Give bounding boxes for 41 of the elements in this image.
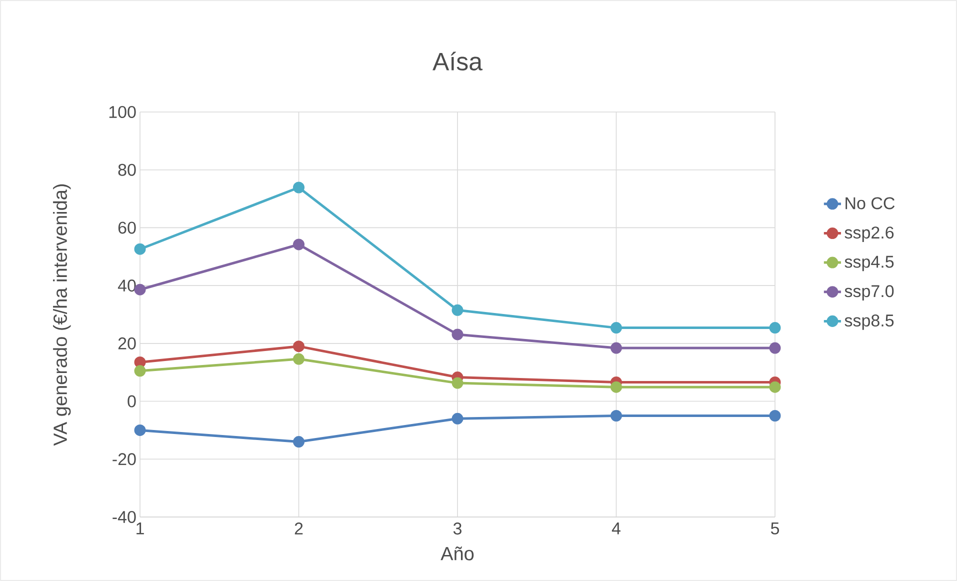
x-axis-title: Año (440, 546, 474, 560)
point (452, 377, 464, 389)
y-tick-label: 60 (118, 222, 136, 234)
y-axis-title: VA generado (€/ha intervenida) (53, 184, 71, 446)
point (610, 381, 622, 393)
legend-label: ssp4.5 (844, 256, 894, 272)
point (610, 342, 622, 354)
point (452, 304, 464, 316)
y-tick-label: 40 (118, 280, 136, 292)
point (293, 182, 305, 194)
chart-title: Aísa (432, 52, 483, 70)
x-tick-label: 5 (770, 522, 780, 534)
point (769, 410, 781, 422)
y-tick-label: 20 (118, 337, 136, 350)
legend-label: No CC (846, 197, 895, 210)
x-tick-label: 1 (136, 522, 144, 534)
point (769, 381, 781, 393)
y-tick-label: -40 (112, 510, 136, 524)
y-tick-label: -20 (112, 453, 136, 466)
legend-label: ssp7.0 (844, 285, 894, 301)
point (452, 328, 464, 340)
point (134, 365, 146, 377)
y-tick-label: 80 (118, 164, 136, 176)
point (610, 322, 622, 334)
point (293, 436, 305, 448)
point (293, 353, 305, 365)
y-tick-label: 100 (109, 106, 136, 118)
point (293, 340, 305, 352)
x-tick-label: 2 (294, 522, 303, 534)
x-tick-label: 4 (612, 522, 620, 534)
y-tick-label: 0 (128, 395, 136, 408)
point (293, 238, 305, 250)
point (452, 412, 464, 424)
legend-label: ssp2.6 (844, 226, 894, 242)
point (134, 243, 146, 255)
point (134, 424, 146, 436)
point (610, 410, 622, 422)
point (769, 322, 781, 334)
legend-label: ssp8.5 (844, 314, 894, 330)
point (769, 342, 781, 354)
x-tick-label: 3 (453, 522, 462, 535)
